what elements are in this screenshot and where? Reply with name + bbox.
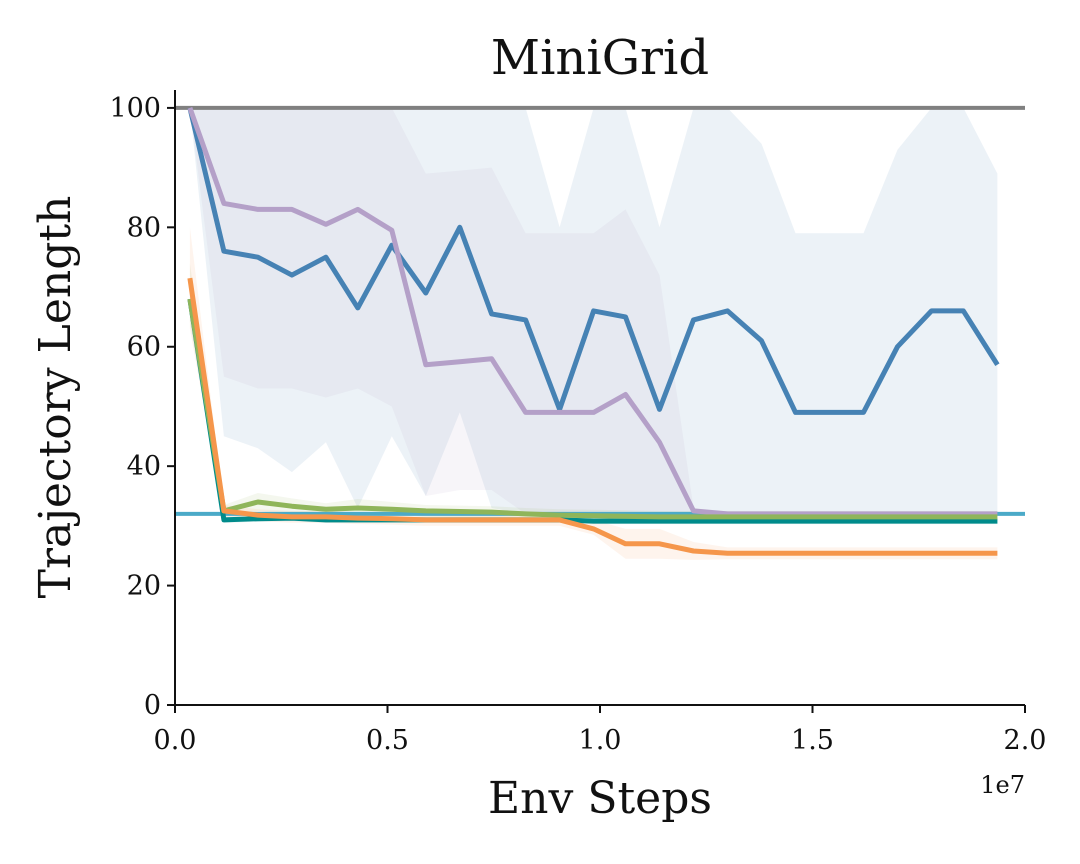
x-tick-label: 0.0	[154, 725, 197, 756]
y-tick-label: 40	[127, 451, 161, 482]
series-1-line	[187, 107, 1000, 415]
x-tick-label: 1.0	[579, 725, 622, 756]
y-tick-label: 20	[127, 571, 161, 602]
x-tick-label: 1.5	[791, 725, 834, 756]
series-5-line	[187, 277, 998, 556]
x-tick-label: 0.5	[366, 725, 409, 756]
series-4-band	[189, 263, 998, 523]
ticks: 0.0 0.5 1.0 1.5 2.0 0 20 40 60 80 100	[109, 93, 1046, 756]
y-tick-label: 80	[127, 212, 161, 243]
x-tick-label: 2.0	[1004, 725, 1047, 756]
chart-title: MiniGrid	[491, 30, 709, 86]
series-2-line	[187, 107, 998, 517]
x-offset-label: 1e7	[980, 771, 1025, 799]
y-tick-label: 100	[109, 93, 161, 124]
x-axis-label: Env Steps	[488, 773, 712, 824]
y-axis-label: Trajectory Length	[30, 196, 81, 599]
y-tick-label: 0	[144, 690, 161, 721]
y-tick-label: 60	[127, 332, 161, 363]
series-4-line	[187, 298, 998, 520]
confidence-bands	[189, 107, 998, 560]
series-3-line	[187, 298, 998, 524]
series-lines	[187, 107, 1000, 556]
